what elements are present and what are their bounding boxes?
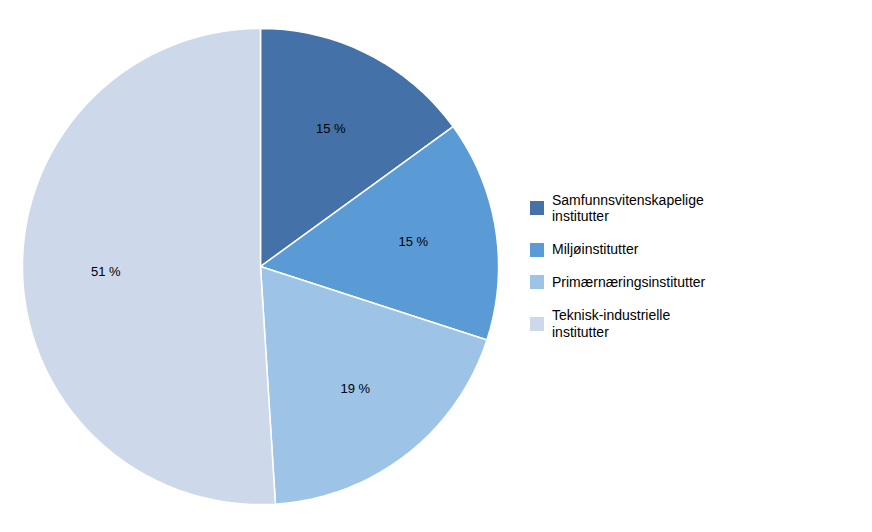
svg-text:15 %: 15 % bbox=[316, 121, 346, 136]
svg-text:15 %: 15 % bbox=[399, 234, 429, 249]
html-text:Teknisk-industrielle institutt: Teknisk-industrielle institutter bbox=[552, 306, 671, 340]
svg-text:19 %: 19 % bbox=[341, 381, 371, 396]
svg-text:51 %: 51 % bbox=[91, 264, 121, 279]
html-text:Miljøinstitutter: Miljøinstitutter bbox=[552, 241, 639, 258]
html-text:Primærnæringsinstitutter: Primærnæringsinstitutter bbox=[552, 274, 706, 290]
html-text:Samfunnsvitenskapelige institu: Samfunnsvitenskapelige institutter bbox=[552, 191, 704, 225]
